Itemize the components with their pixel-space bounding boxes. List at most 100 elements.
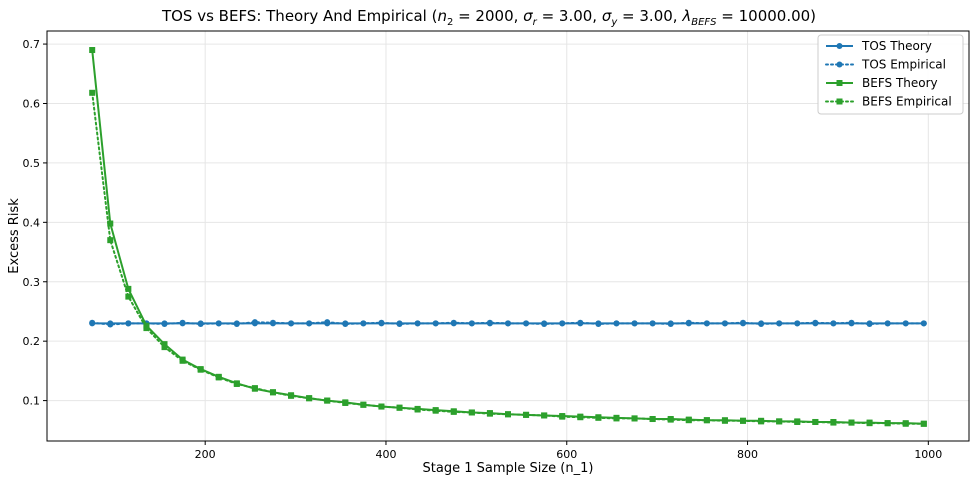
data-point	[776, 320, 783, 327]
data-point	[342, 320, 349, 327]
data-point	[523, 320, 530, 327]
data-point	[89, 47, 96, 54]
data-point	[758, 320, 765, 327]
data-point	[721, 417, 728, 424]
data-point	[703, 320, 710, 327]
x-tick-label: 800	[737, 448, 758, 461]
data-point	[667, 416, 674, 423]
data-point	[631, 415, 638, 422]
data-point	[758, 418, 765, 425]
data-point	[505, 320, 511, 327]
data-point	[378, 319, 385, 326]
data-point	[107, 220, 114, 227]
data-point	[324, 319, 331, 326]
data-point	[360, 401, 367, 408]
y-axis-title: Excess Risk	[7, 198, 22, 274]
x-tick-label: 200	[195, 448, 216, 461]
x-axis-title: Stage 1 Sample Size (n_1)	[423, 461, 594, 476]
data-point	[233, 380, 240, 387]
data-point	[197, 366, 204, 373]
data-point	[179, 357, 186, 364]
data-point	[649, 416, 656, 423]
data-point	[89, 319, 96, 326]
y-tick-label: 0.6	[23, 97, 41, 110]
data-point	[360, 320, 367, 327]
data-point	[432, 407, 439, 414]
data-point	[233, 320, 240, 327]
data-point	[721, 320, 728, 327]
data-point	[794, 418, 801, 425]
data-point	[595, 320, 602, 327]
data-point	[468, 320, 475, 327]
data-point	[902, 320, 909, 327]
data-point	[288, 320, 295, 327]
data-point	[269, 389, 276, 396]
data-point	[884, 420, 891, 427]
data-point	[468, 409, 475, 416]
data-point	[613, 415, 620, 422]
data-point	[523, 411, 530, 418]
data-point	[884, 320, 891, 327]
data-point	[125, 285, 132, 292]
y-tick-label: 0.3	[23, 276, 41, 289]
legend-item-tos-theory: TOS Theory	[826, 39, 932, 53]
data-point	[649, 320, 656, 327]
data-point	[215, 374, 222, 381]
data-point	[486, 410, 493, 417]
y-tick-label: 0.5	[23, 157, 41, 170]
legend-marker	[836, 80, 843, 86]
legend-label: BEFS Empirical	[862, 95, 952, 109]
data-point	[559, 320, 566, 327]
legend-marker	[836, 61, 843, 68]
data-point	[306, 395, 313, 402]
series-line-befs-theory	[91, 49, 924, 425]
data-point	[107, 237, 114, 244]
data-point	[667, 320, 674, 327]
data-point	[613, 320, 620, 327]
data-point	[269, 319, 276, 326]
data-point	[306, 320, 313, 327]
data-point	[812, 418, 819, 425]
grid-lines	[47, 31, 969, 441]
legend-item-tos-empirical: TOS Empirical	[825, 58, 946, 72]
data-point	[251, 385, 258, 392]
plot-area-frame	[46, 30, 970, 442]
data-point	[450, 319, 457, 326]
data-point	[486, 319, 493, 326]
plot-series	[89, 47, 927, 427]
data-point	[125, 320, 132, 327]
data-point	[161, 320, 168, 327]
data-point	[432, 320, 439, 327]
legend-label: BEFS Theory	[862, 76, 938, 90]
legend-label: TOS Theory	[861, 39, 932, 53]
data-point	[595, 414, 602, 421]
data-point	[812, 319, 819, 326]
data-point	[794, 320, 801, 327]
data-point	[685, 319, 692, 326]
data-point	[703, 417, 710, 424]
data-point	[505, 411, 511, 418]
legend-label: TOS Empirical	[861, 58, 946, 72]
data-point	[396, 404, 403, 411]
data-point	[161, 344, 168, 351]
x-tick-label: 600	[556, 448, 577, 461]
y-tick-label: 0.1	[23, 395, 41, 408]
data-point	[830, 419, 837, 426]
data-point	[414, 406, 421, 413]
series-befs-empirical	[89, 89, 927, 427]
data-point	[866, 420, 873, 427]
data-point	[866, 320, 873, 327]
data-point	[179, 319, 186, 326]
data-point	[902, 420, 909, 427]
data-point	[920, 420, 927, 427]
data-point	[251, 319, 258, 326]
legend-marker	[836, 43, 843, 49]
data-point	[848, 419, 855, 426]
data-point	[920, 320, 927, 327]
data-point	[577, 319, 584, 326]
legend-item-befs-empirical: BEFS Empirical	[825, 95, 952, 109]
axis-ticks: 200 400 600 800 1000 0.1 0.2 0.3 0.4 0.5 0.6 0.7	[23, 38, 943, 461]
data-point	[450, 408, 457, 415]
data-point	[685, 417, 692, 424]
